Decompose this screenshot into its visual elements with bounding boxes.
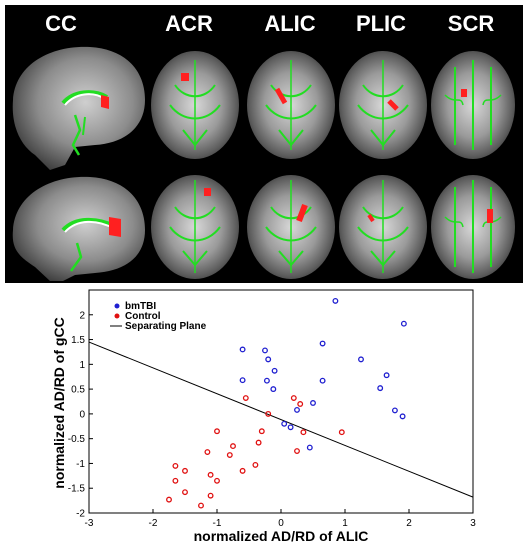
x-tick-label: 2 bbox=[406, 518, 412, 529]
region-label-scr: SCR bbox=[447, 11, 495, 36]
x-tick-label: 1 bbox=[342, 518, 348, 529]
point-control bbox=[300, 429, 307, 436]
point-bmtbi bbox=[399, 413, 406, 420]
point-control bbox=[294, 448, 300, 455]
sagittal-slice-row1 bbox=[12, 46, 146, 170]
point-control bbox=[207, 471, 214, 478]
legend: bmTBI Control Separating Plane bbox=[110, 301, 207, 332]
y-tick-label: 1 bbox=[79, 360, 85, 371]
point-control bbox=[265, 410, 272, 417]
point-bmtbi bbox=[332, 297, 339, 304]
point-control bbox=[214, 477, 220, 484]
x-axis-ticks: -3 -2 -1 0 1 2 3 bbox=[85, 509, 476, 529]
legend-marker-bmtbi bbox=[114, 303, 120, 309]
y-tick-label: -1 bbox=[76, 459, 85, 470]
y-tick-label: 1.5 bbox=[71, 335, 85, 346]
y-tick-label: -1.5 bbox=[68, 484, 86, 495]
point-control bbox=[172, 477, 179, 484]
legend-label-bmtbi: bmTBI bbox=[125, 301, 156, 312]
point-control bbox=[338, 429, 345, 436]
point-bmtbi bbox=[358, 356, 364, 363]
brain-image-panel: CC ACR ALIC PLIC SCR bbox=[5, 5, 523, 283]
region-label-plic: PLIC bbox=[355, 11, 407, 36]
x-tick-label: -1 bbox=[213, 518, 222, 529]
brain-slices bbox=[12, 46, 515, 281]
point-control bbox=[182, 489, 188, 496]
point-bmtbi bbox=[306, 444, 313, 451]
x-axis-label: normalized AD/RD of ALIC bbox=[194, 528, 369, 544]
x-tick-label: -2 bbox=[149, 518, 158, 529]
y-axis-label: normalized AD/RD of gCC bbox=[51, 317, 67, 488]
point-bmtbi bbox=[281, 420, 288, 427]
point-bmtbi bbox=[265, 356, 272, 363]
point-control bbox=[172, 462, 179, 469]
point-bmtbi bbox=[287, 424, 294, 431]
point-control bbox=[252, 461, 259, 468]
x-tick-label: 0 bbox=[278, 518, 284, 529]
point-bmtbi bbox=[270, 386, 277, 393]
point-control bbox=[255, 439, 262, 446]
point-bmtbi bbox=[319, 377, 326, 384]
point-bmtbi bbox=[391, 407, 398, 414]
point-bmtbi bbox=[271, 367, 278, 374]
y-tick-label: 0.5 bbox=[71, 385, 85, 396]
axial-slices-row2 bbox=[151, 175, 515, 279]
point-control bbox=[198, 502, 204, 509]
point-control bbox=[290, 395, 297, 401]
point-bmtbi bbox=[239, 377, 246, 384]
region-label-cc: CC bbox=[45, 11, 77, 36]
legend-label-separating-plane: Separating Plane bbox=[125, 321, 207, 332]
point-control bbox=[182, 467, 188, 474]
point-bmtbi bbox=[310, 400, 316, 406]
point-control bbox=[204, 449, 211, 455]
data-points bbox=[166, 297, 407, 509]
legend-label-control: Control bbox=[125, 311, 161, 322]
legend-marker-control bbox=[114, 313, 120, 319]
point-control bbox=[239, 467, 246, 474]
point-control bbox=[242, 395, 249, 401]
point-bmtbi bbox=[400, 320, 407, 327]
y-axis-ticks: -2 -1.5 -1 -0.5 0 0.5 1 1.5 2 bbox=[68, 310, 93, 520]
y-tick-label: 0 bbox=[79, 409, 85, 420]
point-bmtbi bbox=[263, 377, 270, 384]
point-bmtbi bbox=[262, 347, 268, 354]
point-bmtbi bbox=[294, 406, 300, 413]
scatter-plot: -3 -2 -1 0 1 2 3 -2-1.5-1-0.500.511.52 normali… bbox=[51, 289, 476, 544]
point-control bbox=[258, 428, 265, 435]
point-control bbox=[297, 401, 304, 407]
separating-plane-line bbox=[88, 341, 474, 498]
point-bmtbi bbox=[239, 346, 246, 353]
point-bmtbi bbox=[377, 385, 384, 392]
point-bmtbi bbox=[383, 372, 390, 379]
point-control bbox=[166, 496, 172, 503]
axial-slices-row1 bbox=[151, 51, 515, 159]
point-bmtbi bbox=[319, 340, 326, 347]
point-control bbox=[207, 492, 214, 499]
region-label-alic: ALIC bbox=[264, 11, 316, 36]
x-tick-label: -3 bbox=[85, 518, 94, 529]
y-tick-label: -0.5 bbox=[68, 434, 86, 445]
point-control bbox=[226, 452, 233, 458]
y-tick-label: 2 bbox=[79, 310, 85, 321]
y-tick-label: -2 bbox=[76, 509, 85, 520]
point-control bbox=[230, 443, 236, 450]
point-control bbox=[214, 428, 220, 435]
sagittal-slice-row2 bbox=[12, 176, 146, 281]
region-label-acr: ACR bbox=[165, 11, 213, 36]
x-tick-label: 3 bbox=[470, 518, 476, 529]
